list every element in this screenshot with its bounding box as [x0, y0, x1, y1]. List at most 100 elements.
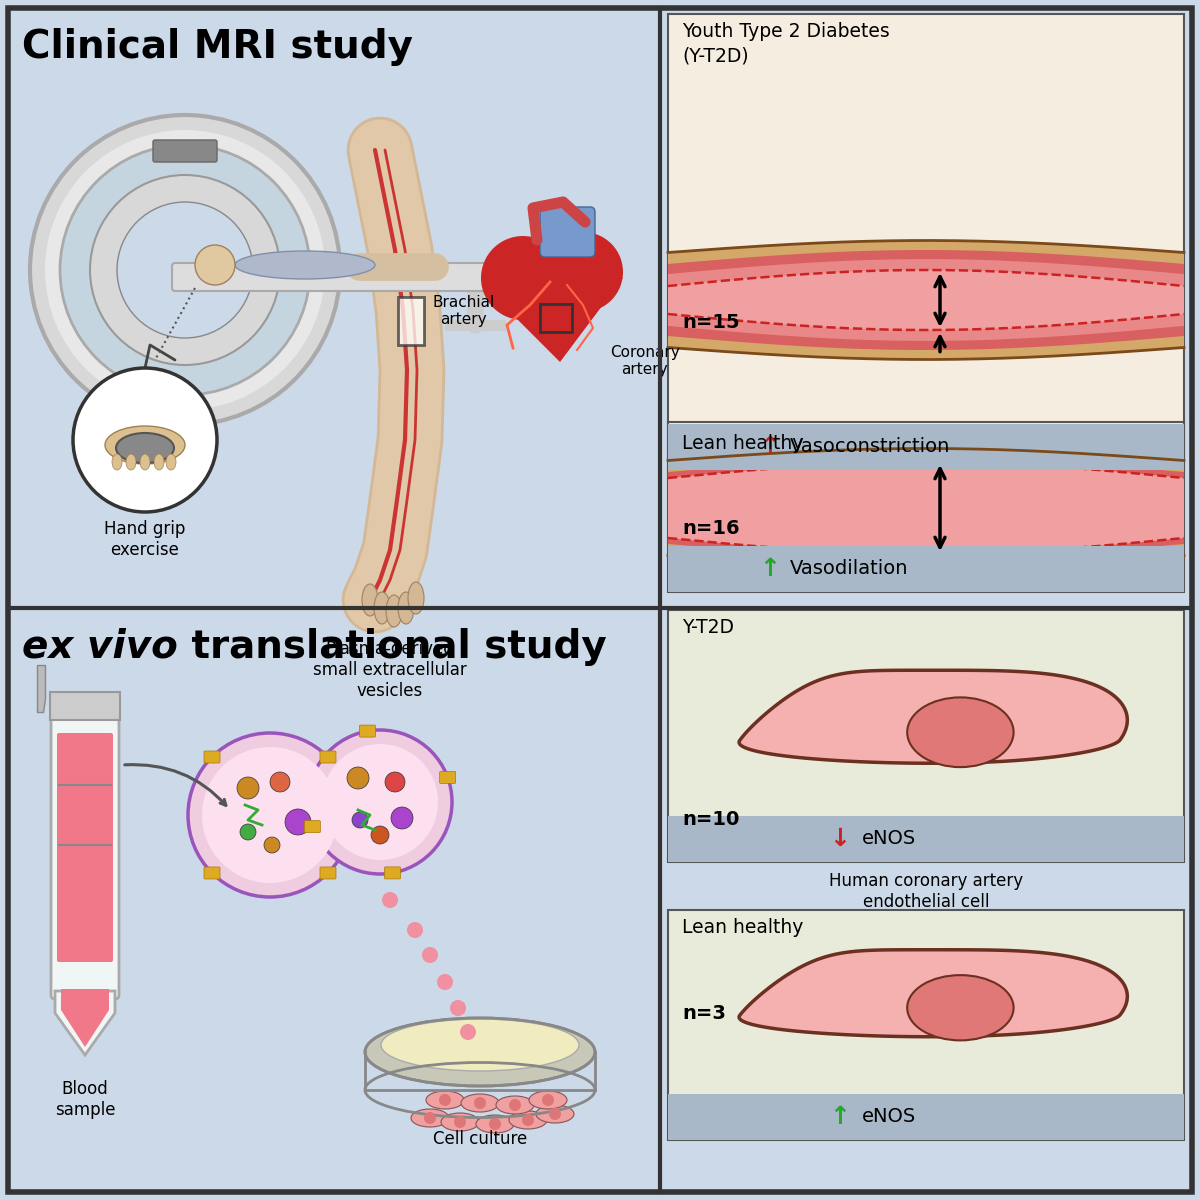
FancyBboxPatch shape [204, 751, 220, 763]
Ellipse shape [408, 582, 424, 614]
Polygon shape [668, 259, 1184, 341]
Circle shape [90, 175, 280, 365]
Text: Vasoconstriction: Vasoconstriction [790, 438, 950, 456]
Circle shape [542, 232, 623, 312]
Polygon shape [482, 278, 623, 362]
Circle shape [46, 130, 325, 410]
Ellipse shape [154, 454, 164, 470]
Ellipse shape [476, 1115, 514, 1133]
Circle shape [30, 115, 340, 425]
Circle shape [550, 1108, 562, 1120]
Circle shape [509, 1099, 521, 1111]
Circle shape [238, 778, 259, 799]
Circle shape [188, 733, 352, 898]
Text: ↑: ↑ [829, 1105, 851, 1129]
FancyBboxPatch shape [320, 866, 336, 878]
FancyBboxPatch shape [668, 14, 1184, 470]
Circle shape [450, 1000, 466, 1016]
Text: Lean healthy: Lean healthy [682, 918, 803, 937]
Polygon shape [668, 250, 1184, 350]
FancyBboxPatch shape [50, 692, 120, 720]
FancyBboxPatch shape [668, 910, 1184, 1140]
FancyBboxPatch shape [305, 821, 320, 833]
Ellipse shape [509, 1111, 547, 1129]
Ellipse shape [907, 976, 1014, 1040]
FancyBboxPatch shape [58, 733, 113, 962]
Circle shape [522, 1114, 534, 1126]
Ellipse shape [365, 1018, 595, 1086]
Text: Brachial
artery: Brachial artery [432, 295, 494, 328]
FancyBboxPatch shape [320, 751, 336, 763]
Circle shape [454, 1116, 466, 1128]
FancyBboxPatch shape [660, 8, 1192, 608]
Text: Vasodilation: Vasodilation [790, 559, 908, 578]
Circle shape [407, 922, 424, 938]
FancyBboxPatch shape [660, 608, 1192, 1192]
Ellipse shape [126, 454, 136, 470]
Ellipse shape [382, 1019, 580, 1070]
Text: Plasma-derived
small extracellular
vesicles: Plasma-derived small extracellular vesic… [313, 640, 467, 700]
Ellipse shape [386, 595, 402, 626]
Circle shape [352, 812, 368, 828]
Circle shape [264, 838, 280, 853]
Ellipse shape [398, 592, 414, 624]
Ellipse shape [235, 251, 374, 278]
FancyBboxPatch shape [540, 206, 595, 257]
Circle shape [439, 1094, 451, 1106]
Text: Cell culture: Cell culture [433, 1130, 527, 1148]
Text: ↑: ↑ [760, 557, 780, 581]
Ellipse shape [536, 1105, 574, 1123]
Text: Youth Type 2 Diabetes
(Y-T2D): Youth Type 2 Diabetes (Y-T2D) [682, 22, 889, 65]
Text: Lean healthy: Lean healthy [682, 434, 803, 452]
FancyBboxPatch shape [204, 866, 220, 878]
Text: Clinical MRI study: Clinical MRI study [22, 28, 413, 66]
Text: translational study: translational study [178, 628, 607, 666]
Text: n=10: n=10 [682, 810, 739, 829]
FancyBboxPatch shape [154, 140, 217, 162]
FancyBboxPatch shape [668, 816, 1184, 862]
FancyBboxPatch shape [668, 422, 1184, 592]
Circle shape [60, 145, 310, 395]
FancyBboxPatch shape [668, 610, 1184, 862]
Text: eNOS: eNOS [862, 1108, 917, 1127]
Polygon shape [55, 991, 115, 1055]
FancyBboxPatch shape [668, 424, 1184, 470]
Text: Human coronary artery
endothelial cell: Human coronary artery endothelial cell [829, 872, 1024, 911]
FancyBboxPatch shape [172, 263, 498, 290]
Text: ↓: ↓ [829, 827, 851, 851]
Text: ex vivo: ex vivo [22, 628, 178, 666]
Polygon shape [61, 989, 109, 1046]
Text: n=16: n=16 [682, 518, 739, 538]
Circle shape [286, 809, 311, 835]
Ellipse shape [140, 454, 150, 470]
Circle shape [347, 767, 370, 790]
Ellipse shape [410, 1109, 449, 1127]
Circle shape [73, 368, 217, 512]
Text: n=15: n=15 [682, 312, 739, 331]
FancyBboxPatch shape [384, 866, 401, 878]
FancyBboxPatch shape [668, 1094, 1184, 1140]
Circle shape [391, 806, 413, 829]
Circle shape [490, 1118, 502, 1130]
Ellipse shape [907, 697, 1014, 767]
FancyBboxPatch shape [439, 772, 456, 784]
Ellipse shape [106, 426, 185, 464]
FancyBboxPatch shape [668, 546, 1184, 592]
Ellipse shape [496, 1096, 534, 1114]
Polygon shape [668, 467, 1184, 548]
Polygon shape [739, 671, 1127, 763]
Text: Hand grip
exercise: Hand grip exercise [104, 520, 186, 559]
Polygon shape [668, 270, 1184, 330]
Circle shape [118, 202, 253, 338]
Ellipse shape [529, 1091, 568, 1109]
Polygon shape [37, 665, 46, 712]
Circle shape [194, 245, 235, 284]
Circle shape [308, 730, 452, 874]
Text: Y-T2D: Y-T2D [682, 618, 734, 637]
Ellipse shape [112, 454, 122, 470]
FancyBboxPatch shape [8, 608, 660, 1192]
Ellipse shape [116, 433, 174, 463]
Circle shape [240, 824, 256, 840]
Circle shape [382, 892, 398, 908]
Ellipse shape [461, 1094, 499, 1112]
